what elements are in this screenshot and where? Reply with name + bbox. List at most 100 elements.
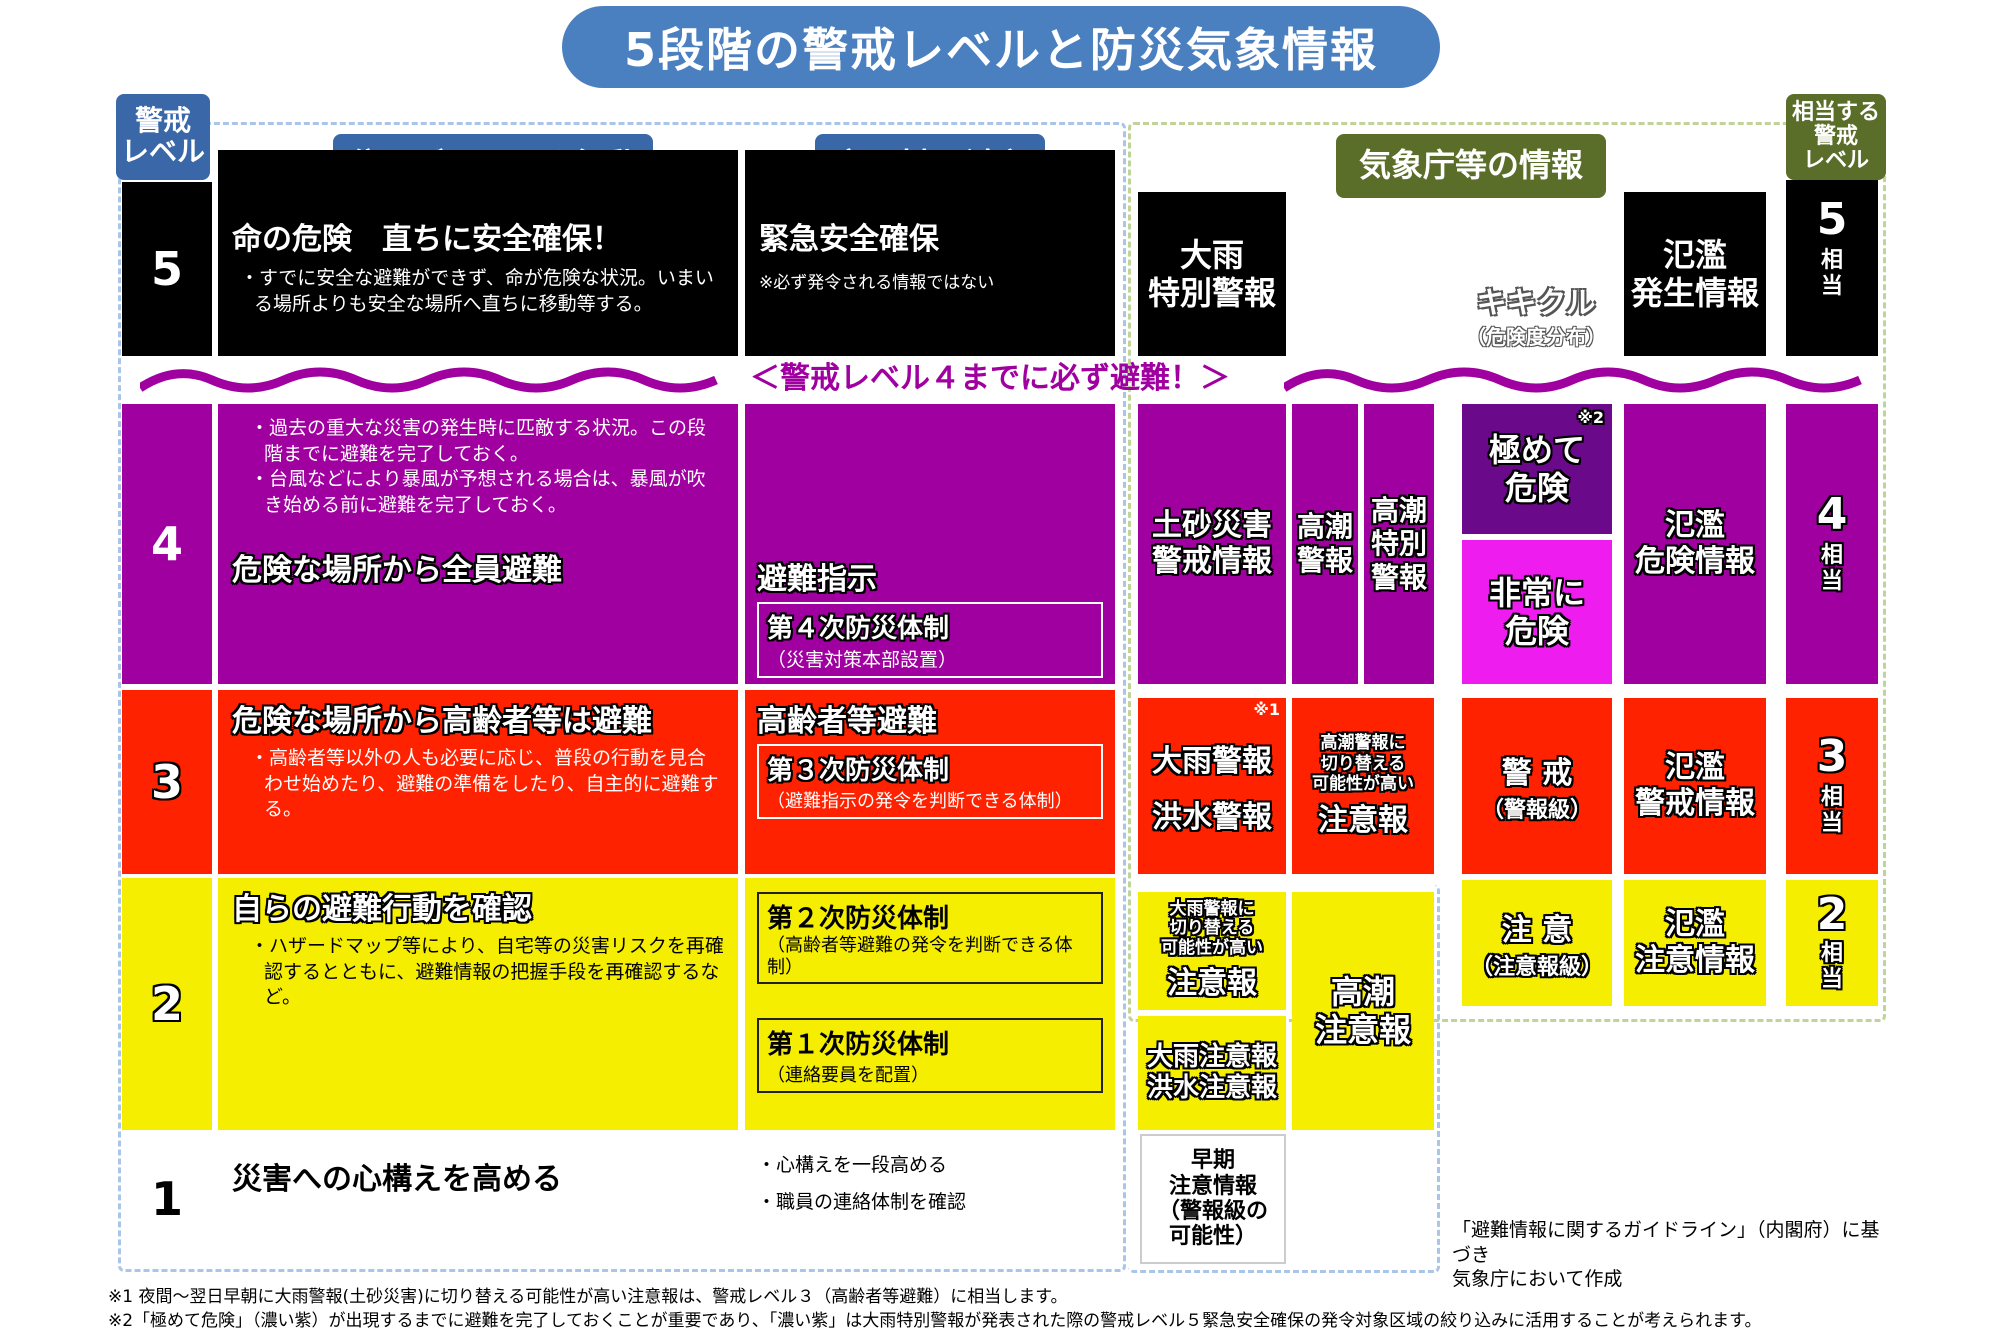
footnote-2: ※2「極めて危険」（濃い紫）が出現するまでに避難を完了しておくことが重要であり、…	[108, 1311, 1762, 1331]
kikikuru-caution-level: 注 意 （注意報級）	[1462, 880, 1612, 1006]
residents-l4-bullet-2: ・台風などにより暴風が予想される場合は、暴風が吹き始める前に避難を完了しておく。	[250, 468, 706, 516]
storm-surge-warning: 高潮 警報	[1292, 404, 1358, 684]
equiv-2-number: 2	[1816, 888, 1848, 940]
municipality-l2-box-2: 第１次防災体制 （連絡要員を配置）	[757, 1018, 1103, 1094]
municipality-level-2: 第２次防災体制 （高齢者等避難の発令を判断できる体制） 第１次防災体制 （連絡要…	[745, 878, 1115, 1130]
wave-right	[1284, 367, 1862, 393]
municipality-l3-head: 高齢者等避難	[757, 704, 937, 739]
municipality-l2-box-1-title: 第２次防災体制	[767, 904, 950, 934]
equiv-level-2: 2 相 当	[1786, 880, 1878, 1006]
level-1-badge: 1	[150, 1172, 183, 1226]
municipality-l2-box-2-title: 第１次防災体制	[767, 1030, 950, 1061]
residents-l1-head: 災害への心構えを高める	[232, 1162, 562, 1197]
level-2-badge: 2	[122, 878, 212, 1130]
jma-header: 気象庁等の情報	[1336, 134, 1606, 198]
residents-l3-bullet: ・高齢者等以外の人も必要に応じ、普段の行動を見合わせ始めたり、避難の準備をしたり…	[250, 747, 719, 821]
municipality-l4-head: 避難指示	[757, 562, 877, 597]
note-1-marker: ※1	[1253, 700, 1280, 719]
warning-level-sub: （警報級）	[1481, 798, 1592, 823]
jma-lower-frame	[1128, 885, 1440, 1273]
residents-l5-head: 命の危険 直ちに安全確保！	[232, 222, 622, 257]
municipality-l3-box: 第３次防災体制 （避難指示の発令を判断できる体制）	[757, 744, 1103, 819]
residents-l2-head: 自らの避難行動を確認	[232, 892, 532, 927]
source-note: 「避難情報に関するガイドライン」（内閣府）に基づき 気象庁において作成	[1452, 1219, 1880, 1291]
surge-switch-advisory-label: 注意報	[1318, 802, 1408, 838]
residents-l5-bullet: ・すでに安全な避難ができず、命が危険な状況。いまいる場所よりも安全な場所へ直ちに…	[240, 267, 714, 315]
equiv-5-number: 5	[1816, 194, 1848, 245]
flood-danger-info: 氾濫 危険情報	[1624, 404, 1766, 684]
evacuation-banner: ＜警戒レベル４までに必ず避難！＞	[750, 361, 1230, 396]
residents-level-1: 災害への心構えを高める	[218, 1134, 738, 1264]
level-4-badge: 4	[122, 404, 212, 684]
flood-warning-info: 氾濫 警戒情報	[1624, 698, 1766, 874]
equiv-5-text: 相 当	[1820, 248, 1843, 300]
storm-surge-special-warning: 高潮 特別 警報	[1364, 404, 1434, 684]
municipality-l2-box-1-sub: （高齢者等避難の発令を判断できる体制）	[767, 935, 1073, 978]
municipality-level-5: 緊急安全確保 ※必ず発令される情報ではない	[745, 150, 1115, 356]
surge-switch-small-text: 高潮警報に 切り替える 可能性が高い	[1312, 733, 1414, 795]
municipality-level-4: 避難指示 第４次防災体制 （災害対策本部設置）	[745, 404, 1115, 684]
storm-surge-advisory: 高潮 注意報	[1292, 892, 1434, 1130]
equiv-2-text: 相 当	[1820, 940, 1843, 992]
rain-flood-advisory: 大雨注意報 洪水注意報	[1138, 1016, 1286, 1130]
municipality-level-3: 高齢者等避難 第３次防災体制 （避難指示の発令を判断できる体制）	[745, 690, 1115, 874]
residents-municipality-frame	[118, 122, 1126, 1272]
municipality-l3-box-title: 第３次防災体制	[767, 756, 950, 786]
residents-level-4: ・過去の重大な災害の発生時に匹敵する状況。この段階までに避難を完了しておく。 ・…	[218, 404, 738, 684]
caution-level-sub: （注意報級）	[1470, 955, 1603, 980]
early-warning-info: 早期 注意情報 （警報級の 可能性）	[1140, 1134, 1286, 1264]
level-3-badge: 3	[122, 690, 212, 874]
equiv-level-5: 5 相 当	[1786, 180, 1878, 356]
equiv-4-number: 4	[1816, 488, 1848, 540]
extreme-danger-label: 極めて 危険	[1488, 430, 1585, 507]
wave-left	[140, 367, 718, 393]
municipality-l4-box-title: 第４次防災体制	[767, 614, 950, 644]
surge-switch-advisory: 高潮警報に 切り替える 可能性が高い 注意報	[1292, 698, 1434, 874]
flood-caution-info: 氾濫 注意情報	[1624, 880, 1766, 1006]
residents-l2-bullet: ・ハザードマップ等により、自宅等の災害リスクを再確認するとともに、避難情報の把握…	[250, 935, 724, 1009]
municipality-l4-box: 第４次防災体制 （災害対策本部設置）	[757, 602, 1103, 678]
residents-l4-bullet-1: ・過去の重大な災害の発生時に匹敵する状況。この段階までに避難を完了しておく。	[250, 417, 707, 465]
heavy-rain-warning-label: 大雨警報	[1152, 744, 1272, 779]
municipality-level-1: ・心構えを一段高める ・職員の連絡体制を確認	[745, 1134, 1115, 1264]
residents-l4-head: 危険な場所から全員避難	[232, 552, 562, 588]
level-header-tag: 警戒 レベル	[116, 94, 210, 180]
flood-occurrence-info: 氾濫 発生情報	[1624, 192, 1766, 356]
equiv-3-number: 3	[1816, 730, 1848, 782]
rain-switch-advisory: 大雨警報に 切り替える 可能性が高い 注意報	[1138, 892, 1286, 1010]
municipality-l2-box-1: 第２次防災体制 （高齢者等避難の発令を判断できる体制）	[757, 892, 1103, 985]
equiv-level-3: 3 相 当	[1786, 698, 1878, 874]
footnote-1: ※1 夜間～翌日早朝に大雨警報(土砂災害)に切り替える可能性が高い注意報は、警戒…	[108, 1287, 1068, 1307]
municipality-l4-box-sub: （災害対策本部設置）	[767, 649, 958, 671]
page-title: 5段階の警戒レベルと防災気象情報	[562, 6, 1440, 88]
residents-level-3: 危険な場所から高齢者等は避難 ・高齢者等以外の人も必要に応じ、普段の行動を見合わ…	[218, 690, 738, 874]
jma-frame	[1128, 122, 1886, 1022]
equiv-level-header-tag: 相当する 警戒 レベル	[1786, 94, 1886, 180]
equiv-level-4: 4 相 当	[1786, 404, 1878, 684]
municipality-l1-bullet-2: ・職員の連絡体制を確認	[757, 1191, 967, 1213]
residents-level-2: 自らの避難行動を確認 ・ハザードマップ等により、自宅等の災害リスクを再確認すると…	[218, 878, 738, 1130]
note-2-marker: ※2	[1577, 408, 1604, 427]
sediment-disaster-alert: 土砂災害 警戒情報	[1138, 404, 1286, 684]
heavy-rain-flood-warning: ※1 大雨警報 洪水警報	[1138, 698, 1286, 874]
warning-level-label: 警 戒	[1501, 756, 1573, 791]
municipality-l1-bullet-1: ・心構えを一段高める	[757, 1154, 948, 1176]
rain-switch-small-text: 大雨警報に 切り替える 可能性が高い	[1161, 898, 1263, 958]
caution-level-label: 注 意	[1501, 913, 1573, 948]
residents-level-5: 命の危険 直ちに安全確保！ ・すでに安全な避難ができず、命が危険な状況。いまいる…	[218, 150, 738, 356]
kikikuru-very-danger: 非常に 危険	[1462, 540, 1612, 684]
kikikuru-extreme-danger: ※2 極めて 危険	[1462, 404, 1612, 534]
level-5-badge: 5	[122, 182, 212, 356]
municipality-l2-box-2-sub: （連絡要員を配置）	[767, 1065, 929, 1087]
heavy-rain-special-warning: 大雨 特別警報	[1138, 192, 1286, 356]
kikikuru-label: キキクル	[1476, 286, 1596, 321]
equiv-4-text: 相 当	[1820, 542, 1843, 594]
municipality-l5-note: ※必ず発令される情報ではない	[759, 273, 995, 293]
equiv-3-text: 相 当	[1820, 784, 1843, 836]
municipality-l5-head: 緊急安全確保	[759, 222, 939, 257]
rain-switch-advisory-label: 注意報	[1167, 966, 1257, 1002]
municipality-l3-box-sub: （避難指示の発令を判断できる体制）	[767, 791, 1073, 812]
flood-warning-label: 洪水警報	[1152, 800, 1272, 835]
residents-l3-head: 危険な場所から高齢者等は避難	[232, 704, 652, 739]
kikikuru-sub-label: （危険度分布）	[1466, 325, 1606, 349]
